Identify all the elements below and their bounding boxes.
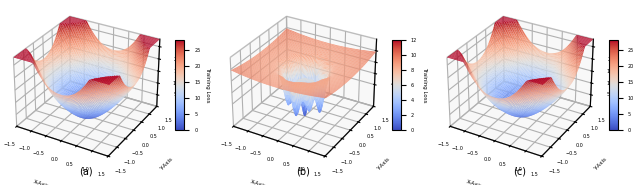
X-axis label: X-Axis: X-Axis: [249, 179, 267, 185]
Text: (b): (b): [296, 167, 310, 177]
Y-axis label: Training Loss: Training Loss: [422, 67, 427, 103]
Y-axis label: Y-Axis: Y-Axis: [593, 157, 607, 172]
X-axis label: X-Axis: X-Axis: [33, 179, 50, 185]
Y-axis label: Training Loss: Training Loss: [639, 67, 640, 103]
Text: (c): (c): [513, 167, 526, 177]
X-axis label: X-Axis: X-Axis: [466, 179, 483, 185]
Y-axis label: Y-Axis: Y-Axis: [159, 157, 174, 172]
Y-axis label: Y-Axis: Y-Axis: [376, 157, 390, 172]
Y-axis label: Training Loss: Training Loss: [205, 67, 210, 103]
Text: (a): (a): [79, 167, 93, 177]
